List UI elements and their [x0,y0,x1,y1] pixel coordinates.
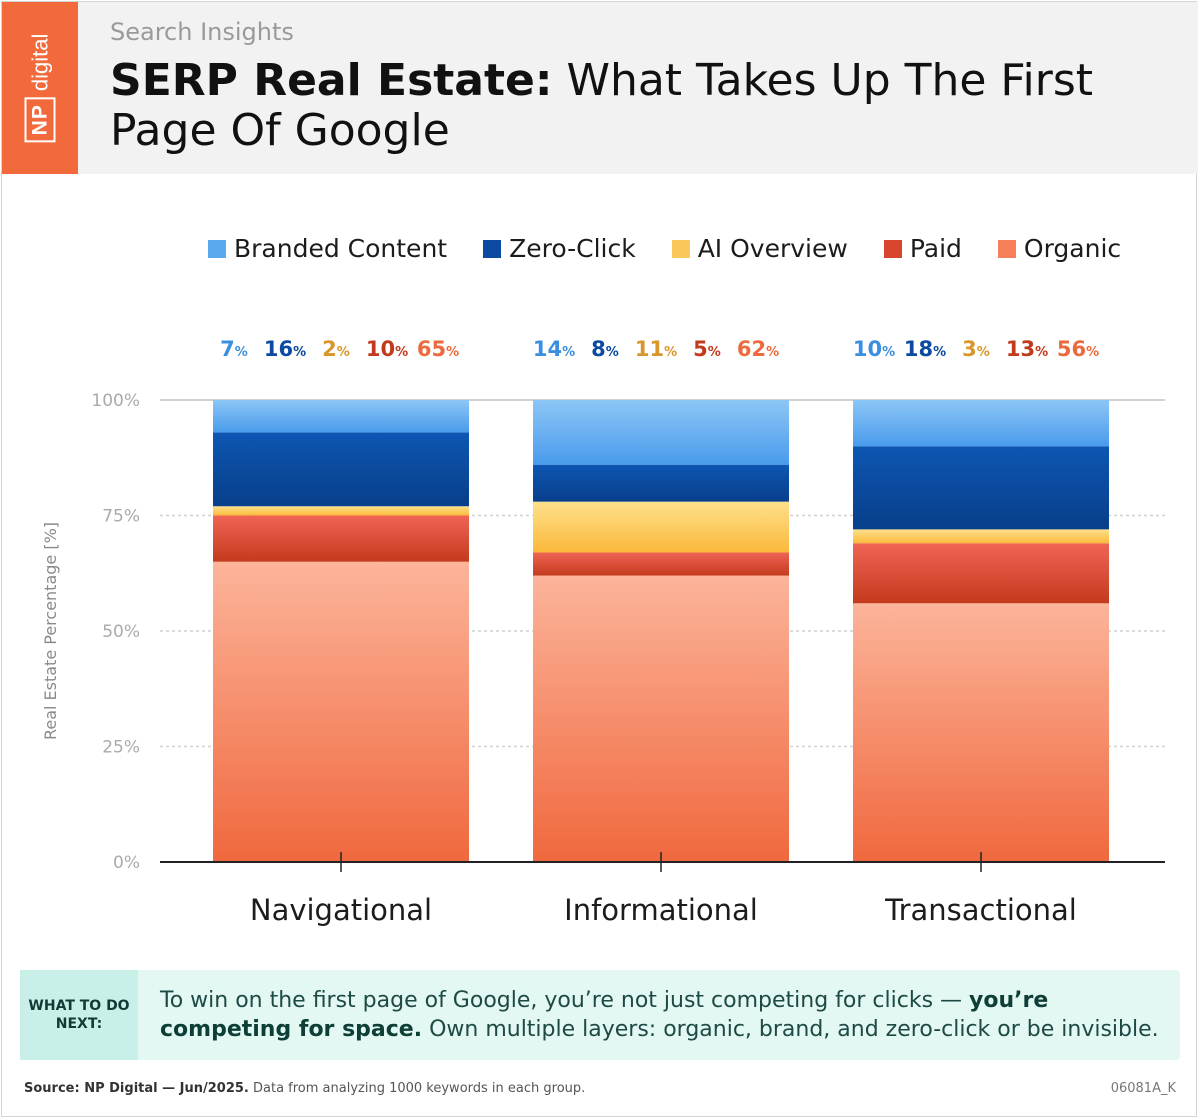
bar-navigational-zero-click [213,432,469,507]
value-label-navigational-paid: 10% [366,337,408,361]
value-label-transactional-ai-overview: 3% [962,337,990,361]
eyebrow-label: Search Insights [110,18,294,46]
legend-item-branded-content: Branded Content [208,234,447,263]
value-label-transactional-paid: 13% [1006,337,1048,361]
value-label-transactional-branded-content: 10% [853,337,895,361]
value-label-navigational-organic: 65% [417,337,459,361]
value-label-informational-branded-content: 14% [533,337,575,361]
page-title: SERP Real Estate: What Takes Up The Firs… [110,56,1170,156]
bar-transactional-organic [853,603,1109,862]
x-tick-label-navigational: Navigational [250,893,432,927]
bar-navigational-organic [213,561,469,862]
legend-swatch-organic [997,239,1016,258]
bar-transactional-ai-overview [853,529,1109,544]
y-tick-label-50: 50% [102,622,140,642]
next-steps-callout: WHAT TO DO NEXT: To win on the first pag… [20,970,1180,1060]
header-band [2,2,1198,174]
bar-navigational-branded-content [213,400,469,433]
y-tick-label-100: 100% [91,391,140,411]
value-label-informational-ai-overview: 11% [635,337,677,361]
legend-swatch-paid [883,239,902,258]
value-label-informational-zero-click: 8% [591,337,619,361]
value-label-navigational-branded-content: 7% [220,337,248,361]
bar-navigational-ai-overview [213,506,469,516]
value-label-transactional-zero-click: 18% [904,337,946,361]
bar-informational-zero-click [533,464,789,502]
bar-informational-branded-content [533,400,789,465]
x-tick-label-informational: Informational [564,893,758,927]
y-tick-label-75: 75% [102,507,140,527]
source-bold: Source: NP Digital — Jun/2025. [24,1081,249,1096]
tip-text-before: To win on the first page of Google, you’… [160,988,970,1013]
legend-swatch-zero-click [483,239,502,258]
legend-swatch-ai-overview [671,239,690,258]
title-bold-part: SERP Real Estate: [110,55,553,106]
title-rest-part: What Takes Up The First Page Of Google [110,55,1094,156]
bar-informational-paid [533,552,789,576]
bar-informational-ai-overview [533,501,789,553]
legend-label-branded-content: Branded Content [234,234,448,263]
legend-item-ai-overview: AI Overview [671,234,848,263]
chart-legend: Branded Content Zero-Click AI Overview Paid… [208,234,1121,263]
x-tick-label-transactional: Transactional [884,893,1077,927]
y-tick-label-25: 25% [102,738,140,758]
legend-item-zero-click: Zero-Click [483,234,636,263]
legend-label-zero-click: Zero-Click [509,234,636,263]
stacked-bar-chart: 0% 25% 50% 75% 100% Real Estate Percentage [%… [41,337,1165,927]
next-steps-text: To win on the first page of Google, you’… [160,986,1170,1044]
brand-logo-block: NP digital [2,2,78,174]
legend-label-ai-overview: AI Overview [697,234,848,263]
tip-text-bold: you’re competing for space. [160,988,1049,1042]
bar-transactional-zero-click [853,446,1109,530]
bar-transactional-branded-content [853,400,1109,447]
source-rest: Data from analyzing 1000 keywords in eac… [248,1081,586,1096]
value-label-informational-organic: 62% [737,337,779,361]
legend-swatch-branded-content [208,239,226,258]
source-note: Source: NP Digital — Jun/2025. Data from… [24,1081,585,1096]
bar-navigational-paid [213,515,469,562]
bar-informational-organic [533,575,789,862]
tip-text-after: Own multiple layers: organic, brand, and… [422,1017,1159,1042]
next-steps-label: WHAT TO DO NEXT: [20,970,138,1060]
value-label-navigational-ai-overview: 2% [322,337,350,361]
value-label-navigational-zero-click: 16% [264,337,306,361]
bar-transactional-paid [853,543,1109,604]
y-tick-label-0: 0% [113,853,140,873]
legend-item-organic: Organic [997,234,1122,263]
legend-label-organic: Organic [1023,234,1122,263]
y-axis-title: Real Estate Percentage [%] [41,522,60,740]
legend-item-paid: Paid [883,234,962,263]
value-label-transactional-organic: 56% [1057,337,1099,361]
legend-label-paid: Paid [909,234,962,263]
value-label-informational-paid: 5% [693,337,721,361]
graphic-code: 06081A_K [1110,1081,1176,1096]
